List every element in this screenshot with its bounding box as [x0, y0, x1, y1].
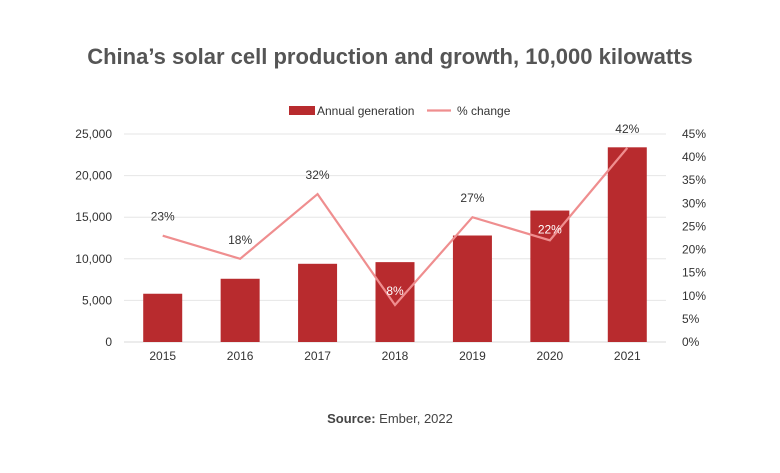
- chart-svg: 0 5,000 10,000 15,000 20,000 25,000 0% 5% 10% 15%…: [75, 104, 706, 363]
- y-left-tick-label: 20,000: [75, 169, 112, 183]
- x-tick-label: 2021: [614, 349, 641, 363]
- legend-label: Annual generation: [317, 104, 414, 118]
- y-right-tick-label: 45%: [682, 127, 706, 141]
- data-label: 27%: [460, 191, 484, 205]
- chart-title: China’s solar cell production and growth…: [87, 44, 693, 69]
- y-right-tick-label: 5%: [682, 312, 700, 326]
- y-left-tick-label: 25,000: [75, 127, 112, 141]
- x-tick-label: 2017: [304, 349, 331, 363]
- legend-swatch-bar: [289, 106, 315, 115]
- bar-2017: [298, 263, 338, 342]
- y-right-tick-label: 30%: [682, 196, 706, 210]
- x-tick-label: 2015: [149, 349, 176, 363]
- y-right-tick-label: 10%: [682, 289, 706, 303]
- legend-label: % change: [457, 104, 511, 118]
- bar-2020: [530, 210, 570, 342]
- y-left-tick-label: 10,000: [75, 252, 112, 266]
- bar-2016: [220, 278, 260, 342]
- y-right-tick-label: 20%: [682, 243, 706, 257]
- x-tick-label: 2018: [382, 349, 409, 363]
- source-label: Source:: [327, 411, 376, 426]
- data-label: 42%: [615, 122, 639, 136]
- bar-2018: [375, 262, 415, 342]
- data-label: 22%: [538, 222, 562, 236]
- source-note: Source: Ember, 2022: [0, 411, 780, 426]
- x-tick-label: 2019: [459, 349, 486, 363]
- y-right-tick-label: 15%: [682, 266, 706, 280]
- x-tick-label: 2016: [227, 349, 254, 363]
- data-label: 18%: [228, 233, 252, 247]
- x-tick-label: 2020: [537, 349, 564, 363]
- y-left-tick-label: 0: [105, 335, 112, 349]
- bar-2015: [143, 293, 183, 342]
- data-label: 32%: [306, 168, 330, 182]
- y-left-tick-label: 5,000: [82, 293, 112, 307]
- bar-2021: [607, 147, 647, 342]
- y-right-tick-label: 40%: [682, 150, 706, 164]
- bar-2019: [452, 235, 492, 342]
- y-right-tick-label: 35%: [682, 173, 706, 187]
- source-text: Ember, 2022: [375, 411, 453, 426]
- y-right-tick-label: 0%: [682, 335, 700, 349]
- y-right-tick-label: 25%: [682, 219, 706, 233]
- data-label: 23%: [151, 210, 175, 224]
- data-label: 8%: [386, 284, 404, 298]
- y-left-tick-label: 15,000: [75, 210, 112, 224]
